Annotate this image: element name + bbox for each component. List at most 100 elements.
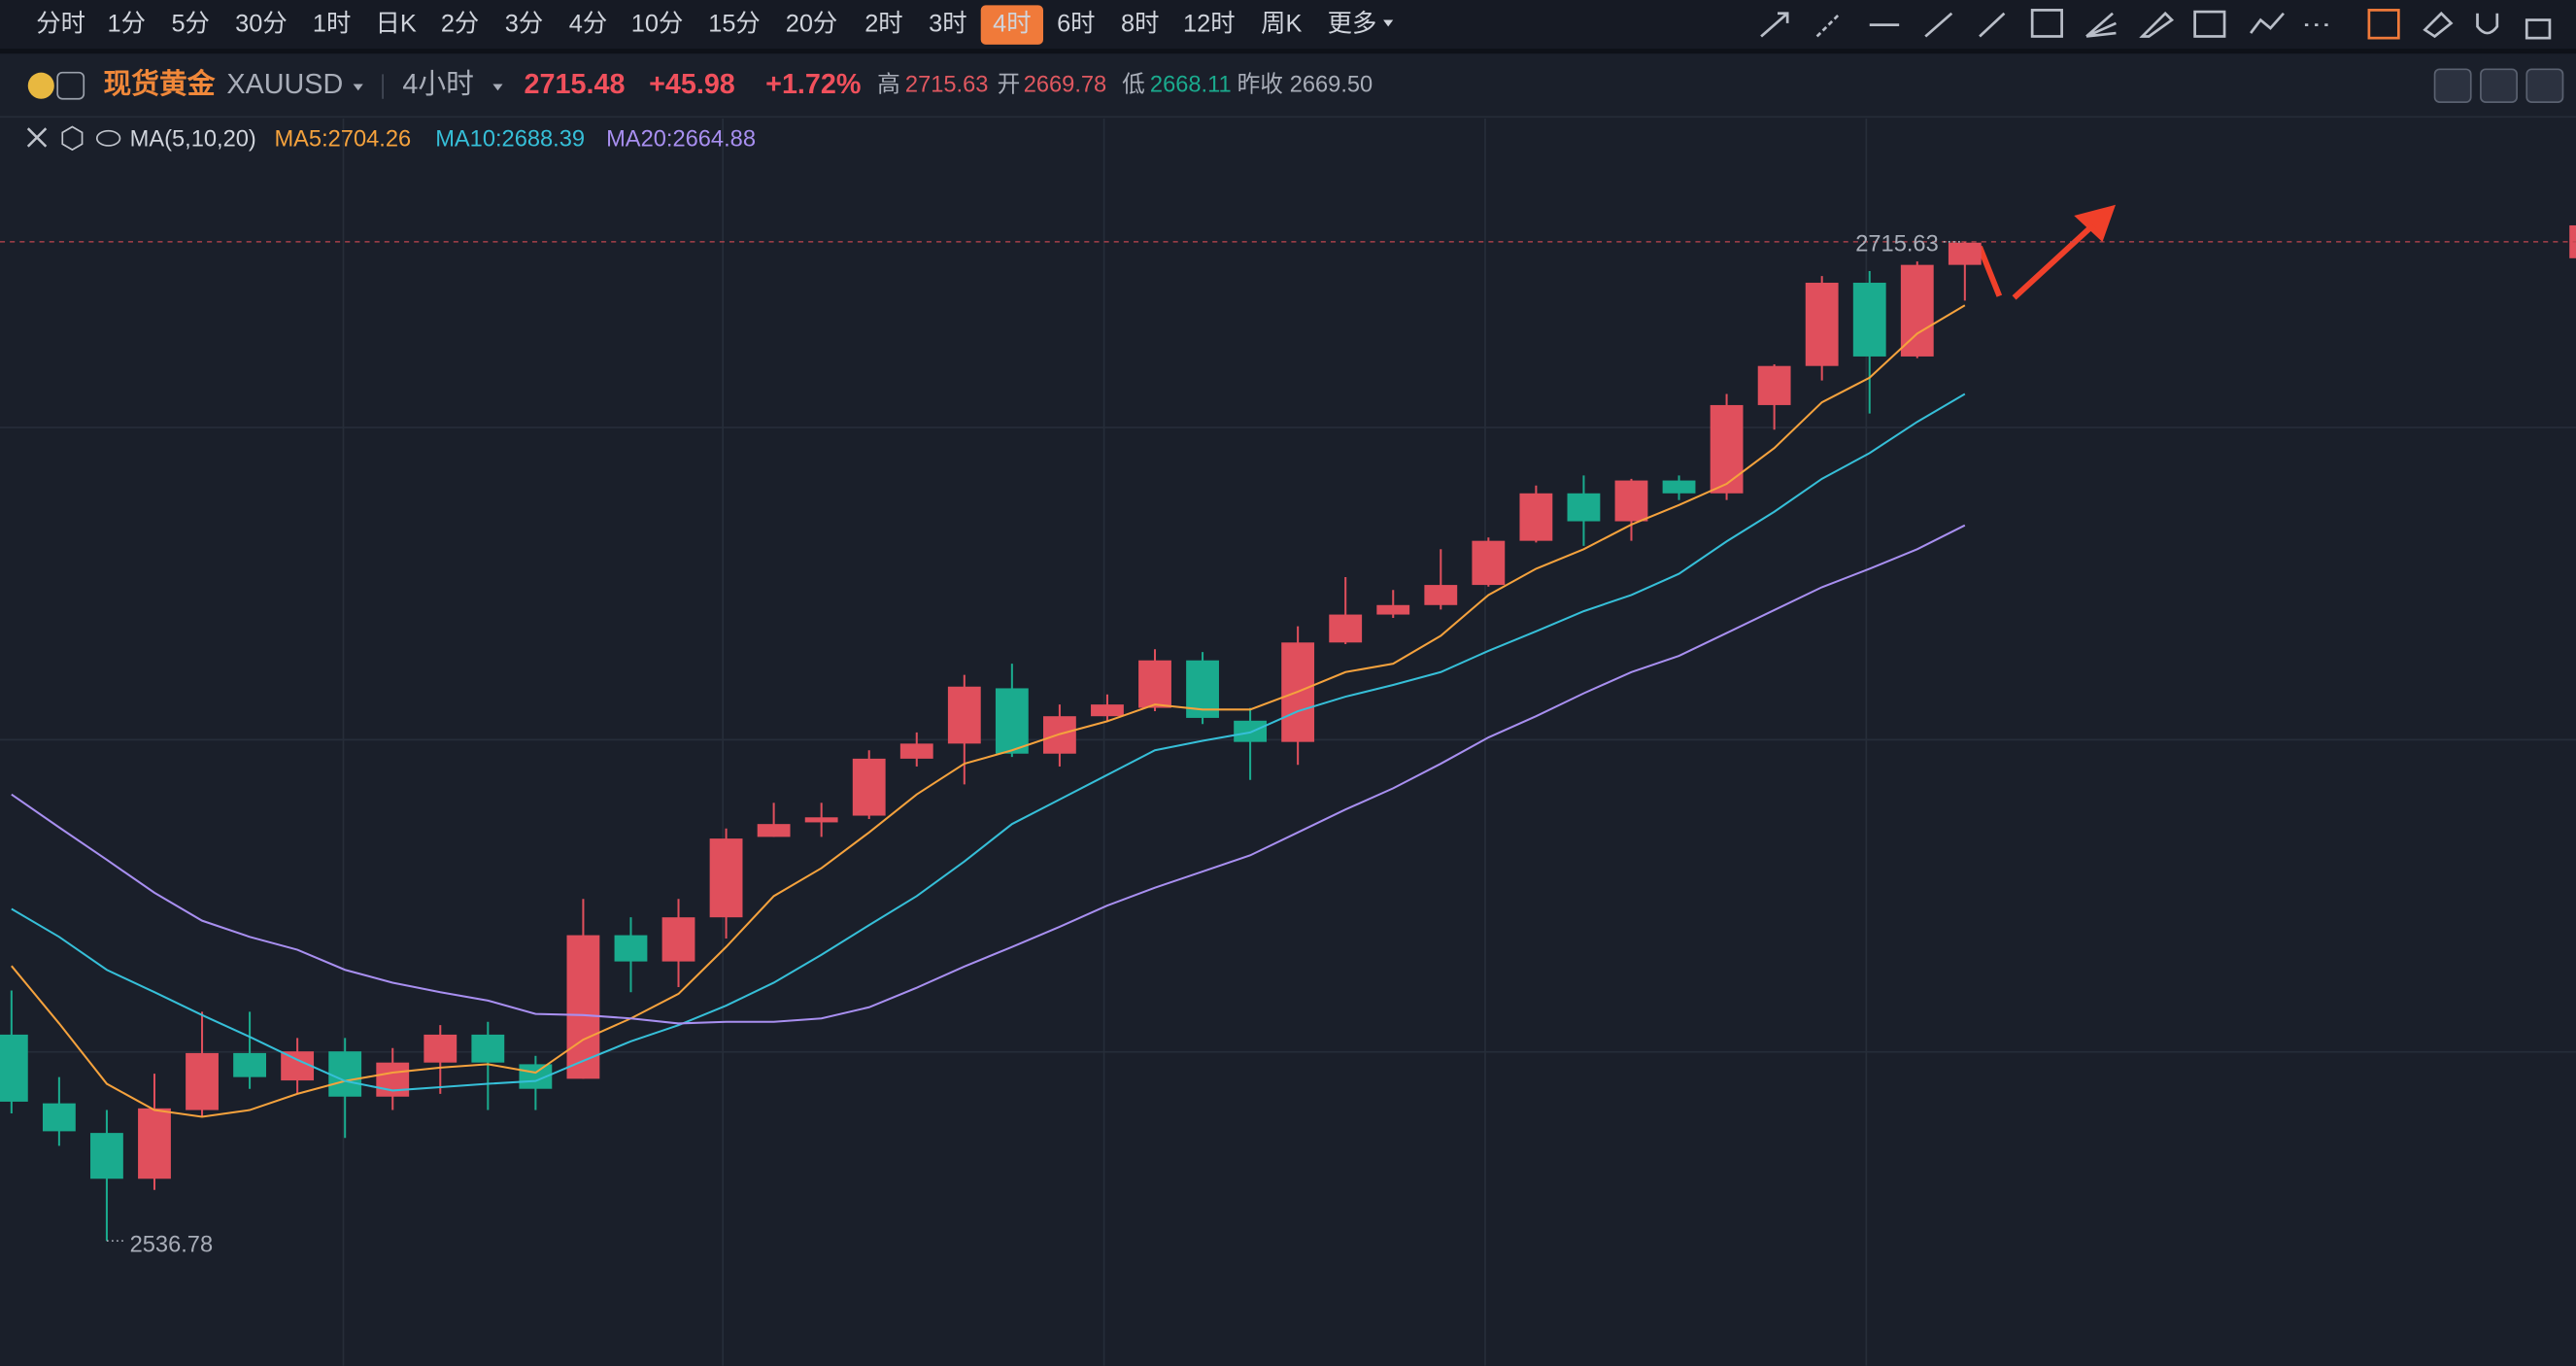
candle-body xyxy=(1662,480,1696,494)
tool-fan[interactable] xyxy=(2085,12,2117,38)
candle-body xyxy=(1948,242,1982,265)
header-period: 4小时 xyxy=(402,69,474,100)
candle-body xyxy=(852,758,886,816)
arrow-annotation xyxy=(1977,204,2117,300)
arrow-down xyxy=(1977,245,2003,297)
candle-body xyxy=(995,688,1029,754)
tool-segment[interactable] xyxy=(1924,12,1953,38)
header-name: 现货黄金 xyxy=(104,68,216,100)
candle-body xyxy=(0,1034,28,1102)
header-open: 2669.78 xyxy=(1024,72,1107,97)
header-change-pct: +1.72% xyxy=(765,69,861,100)
candle-body xyxy=(1567,493,1601,522)
candle-body xyxy=(899,743,933,759)
header-price: 2715.48 xyxy=(525,69,626,100)
panel-button[interactable] xyxy=(2525,68,2564,103)
toolbar-bg xyxy=(0,0,2576,50)
arrow-head xyxy=(2074,204,2117,243)
ma-line xyxy=(11,393,1966,1092)
candle-body xyxy=(1472,540,1506,586)
interval-button[interactable]: 更多 xyxy=(1328,10,1377,37)
candle-body xyxy=(138,1108,171,1179)
interval-button[interactable]: 5分 xyxy=(171,10,209,37)
tool-edit[interactable] xyxy=(2367,9,2400,40)
period-caret xyxy=(492,84,503,91)
candle-body xyxy=(947,686,981,744)
settings-icon[interactable] xyxy=(61,125,84,152)
ma-line xyxy=(11,524,1966,1025)
interval-button[interactable]: 日K xyxy=(375,10,416,37)
header-change: +45.98 xyxy=(649,69,735,100)
max-price-label: 2715.63 xyxy=(1855,232,1939,257)
more-caret xyxy=(1383,19,1394,27)
ma-legend: MA10:2688.39 xyxy=(435,126,585,152)
tool-extended[interactable] xyxy=(1815,12,1842,38)
header-open-label: 开 xyxy=(998,72,1021,97)
interval-button[interactable]: 2分 xyxy=(441,10,479,37)
tool-eraser[interactable] xyxy=(2423,11,2454,39)
symbol-caret xyxy=(353,84,363,91)
candle-body xyxy=(1852,283,1886,357)
candle-body xyxy=(566,935,600,1079)
interval-button[interactable]: 1时 xyxy=(313,10,351,37)
candle-body xyxy=(42,1103,76,1132)
ma-line xyxy=(11,304,1966,1118)
interval-button[interactable]: 4分 xyxy=(569,10,607,37)
interval-button[interactable]: 12时 xyxy=(1183,10,1236,37)
candle-body xyxy=(328,1051,362,1097)
header-symbol: XAUUSD xyxy=(226,69,343,100)
tool-fib[interactable] xyxy=(2030,9,2063,38)
gold-icon xyxy=(27,72,54,99)
interval-button[interactable]: 周K xyxy=(1261,10,1302,37)
panel-buttons[interactable] xyxy=(2433,68,2564,103)
candle-body xyxy=(186,1052,219,1110)
interval-button[interactable]: 2时 xyxy=(864,10,902,37)
interval-button[interactable]: 15分 xyxy=(708,10,761,37)
interval-button[interactable]: 分时 xyxy=(36,10,85,37)
candle-body xyxy=(757,824,791,837)
candle-body xyxy=(1091,704,1124,717)
candle-body xyxy=(1424,585,1458,605)
min-price-label: 2536.78 xyxy=(130,1233,214,1258)
eye-icon[interactable] xyxy=(95,129,121,147)
tool-channel[interactable] xyxy=(1979,12,2006,38)
header-prev-close: 2669.50 xyxy=(1290,72,1373,97)
candle-body xyxy=(1329,614,1363,643)
close-icon[interactable] xyxy=(26,127,48,148)
tool-pen[interactable] xyxy=(2139,11,2175,38)
arrow-up xyxy=(2012,222,2097,300)
interval-button[interactable]: 3分 xyxy=(505,10,543,37)
panel-button[interactable] xyxy=(2480,68,2518,103)
tool-lock[interactable] xyxy=(2525,18,2552,40)
interval-button[interactable]: 4时 xyxy=(993,10,1031,37)
interval-button[interactable]: 1分 xyxy=(107,10,145,37)
ma-legend: MA5:2704.26 xyxy=(274,126,411,152)
panel-button[interactable] xyxy=(2433,68,2472,103)
indicator-name: MA(5,10,20) xyxy=(130,126,256,152)
candle-body xyxy=(376,1062,410,1097)
grid xyxy=(0,119,2576,1366)
header-low: 2668.11 xyxy=(1150,72,1232,97)
tool-ray[interactable] xyxy=(1760,12,1789,38)
candle-body xyxy=(1710,404,1744,494)
drawing-tools[interactable] xyxy=(1760,9,2552,40)
candle-body xyxy=(709,838,743,918)
tool-wave[interactable] xyxy=(2250,12,2285,34)
candle-body xyxy=(1519,493,1553,541)
interval-button[interactable]: 3时 xyxy=(929,10,966,37)
interval-button[interactable]: 10分 xyxy=(631,10,684,37)
candle-body xyxy=(233,1052,266,1077)
candle-body xyxy=(1376,604,1410,615)
candle-body xyxy=(1805,283,1839,366)
interval-button[interactable]: 8时 xyxy=(1121,10,1159,37)
ma-legend: MA20:2664.88 xyxy=(606,126,756,152)
candle-body xyxy=(424,1034,458,1063)
interval-button[interactable]: 6时 xyxy=(1057,10,1095,37)
candle-body xyxy=(471,1034,505,1063)
candle-body xyxy=(804,817,838,823)
tool-image[interactable] xyxy=(2193,10,2226,38)
interval-button[interactable]: 20分 xyxy=(786,10,838,37)
interval-button[interactable]: 30分 xyxy=(235,10,288,37)
tool-magnet[interactable] xyxy=(2476,13,2499,35)
